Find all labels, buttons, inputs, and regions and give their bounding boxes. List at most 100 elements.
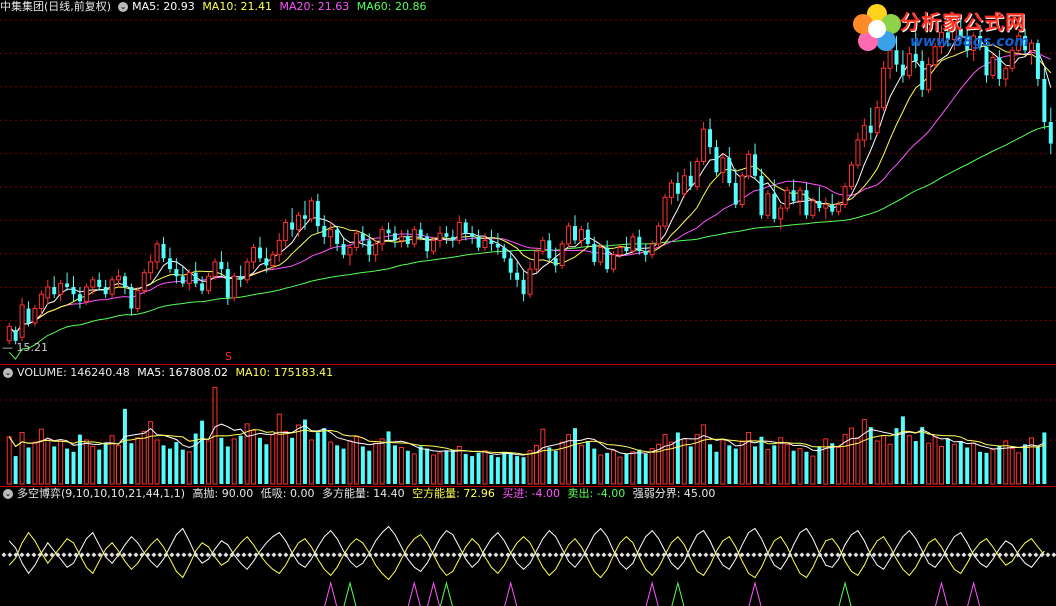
candle-body	[328, 229, 334, 238]
volume-bar	[200, 420, 205, 484]
bound-marker	[25, 552, 31, 558]
candle-body	[1003, 67, 1009, 80]
candle-body	[900, 64, 905, 76]
volume-bar	[97, 449, 102, 484]
bound-marker	[325, 552, 331, 558]
bound-marker	[337, 552, 343, 558]
ma60-line	[8, 125, 1051, 360]
bound-marker	[295, 552, 301, 558]
volume-bar	[990, 449, 996, 485]
bound-marker	[289, 552, 295, 558]
bound-marker	[565, 552, 571, 558]
candle-body	[708, 129, 713, 148]
sell-label: 卖出: -4.00	[567, 487, 626, 500]
candle-body	[392, 233, 397, 241]
bound-marker	[667, 552, 673, 558]
candle-body	[694, 160, 700, 188]
bound-marker	[457, 552, 463, 558]
candle-body	[894, 50, 899, 65]
bound-marker	[529, 552, 535, 558]
bound-marker	[1, 552, 7, 558]
candle-body	[212, 261, 218, 277]
bound-marker	[631, 552, 637, 558]
volume-bar	[926, 442, 932, 485]
bound-marker	[85, 552, 91, 558]
settings-icon[interactable]: ⌄	[3, 489, 13, 499]
candle-body	[932, 46, 938, 66]
candle-body	[733, 183, 738, 205]
candle-body	[341, 243, 346, 255]
candle-body	[411, 229, 417, 245]
candle-body	[109, 279, 115, 295]
candle-body	[727, 157, 732, 183]
candle-body	[90, 279, 96, 288]
bound-marker	[487, 552, 493, 558]
bound-marker	[235, 552, 241, 558]
candle-body	[861, 125, 867, 141]
bound-marker	[745, 552, 751, 558]
bound-marker	[1033, 552, 1039, 558]
bound-marker	[595, 552, 601, 558]
volume-bar	[231, 438, 237, 485]
candle-body	[398, 236, 404, 241]
bound-marker	[427, 552, 433, 558]
volume-bars	[6, 386, 1047, 485]
candle-body	[129, 287, 134, 309]
volume-bar	[405, 450, 410, 484]
ma60-path	[8, 125, 1051, 360]
signal-spike	[324, 581, 338, 606]
bound-marker	[625, 552, 631, 558]
bound-marker	[943, 552, 949, 558]
bound-marker	[103, 552, 109, 558]
candle-body	[527, 268, 533, 295]
volume-bar	[984, 452, 989, 484]
candle-body	[103, 287, 108, 295]
candle-body	[997, 57, 1002, 79]
volume-bar	[463, 453, 468, 484]
indicator-header: ⌄ 多空博弈(9,10,10,10,21,44,1,1) 高抛: 90.00 低吸…	[0, 487, 719, 501]
bound-marker	[637, 552, 643, 558]
candle-body	[270, 254, 276, 267]
candle-body	[264, 258, 269, 266]
bound-marker	[19, 552, 25, 558]
volume-bar	[341, 448, 346, 484]
settings-icon[interactable]: ⌄	[3, 368, 13, 378]
candle-body	[141, 272, 147, 292]
candle-body	[720, 157, 726, 173]
volume-bar	[489, 455, 494, 484]
volume-bar	[347, 440, 353, 485]
candle-body	[681, 175, 687, 195]
high-sell-label: 高抛: 90.00	[192, 487, 254, 500]
bound-marker	[163, 552, 169, 558]
volume-bar	[264, 444, 269, 484]
signal-spike	[645, 581, 659, 606]
candle-body	[463, 222, 468, 234]
bound-marker	[1039, 552, 1045, 558]
volume-bar	[649, 448, 655, 485]
volume-bar	[662, 434, 668, 485]
bound-marker	[379, 552, 385, 558]
candle-body	[842, 186, 848, 206]
bound-marker	[313, 552, 319, 558]
bound-marker	[907, 552, 913, 558]
candle-body	[739, 175, 745, 206]
bound-marker	[823, 552, 829, 558]
settings-icon[interactable]: ⌄	[118, 2, 129, 12]
candle-body	[1029, 42, 1034, 51]
volume-bar	[778, 437, 784, 485]
bound-marker	[211, 552, 217, 558]
candle-body	[347, 247, 353, 256]
candle-body	[643, 251, 648, 255]
candle-body	[1048, 122, 1053, 144]
volume-bar	[753, 446, 758, 484]
volume-bar	[6, 436, 12, 485]
ma5-label: MA5: 20.93	[132, 0, 195, 13]
candle-body	[418, 229, 423, 237]
bound-marker	[673, 552, 679, 558]
bound-marker	[181, 552, 187, 558]
candle-body	[225, 269, 230, 298]
candle-body	[1023, 35, 1028, 51]
signal-spike	[838, 581, 852, 606]
low-price-value: 15.21	[16, 341, 49, 354]
